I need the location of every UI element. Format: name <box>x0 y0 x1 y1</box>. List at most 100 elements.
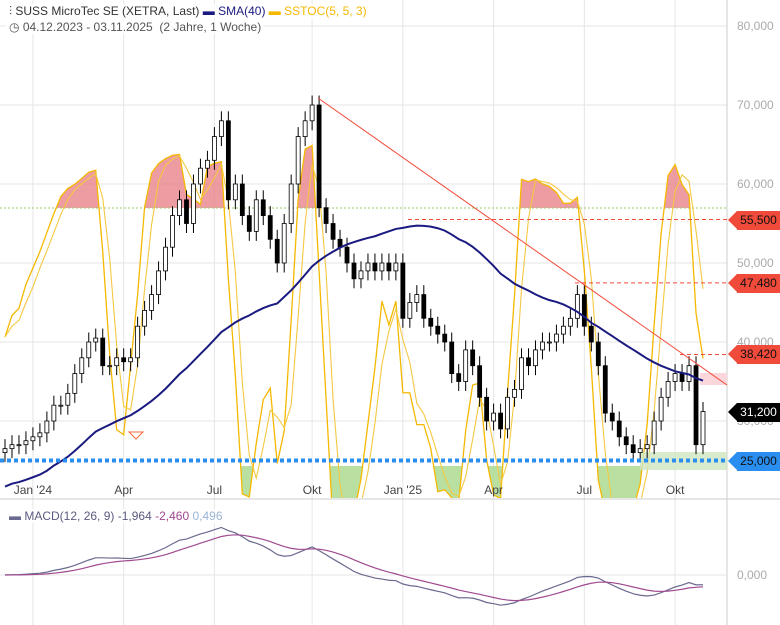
candle <box>163 246 168 272</box>
candle <box>498 412 503 430</box>
candle <box>211 136 217 161</box>
x-tick-label: Jan '25 <box>383 483 423 497</box>
candle <box>602 365 608 414</box>
candle <box>267 215 273 240</box>
macd-zero-label: 0,000 <box>737 568 768 582</box>
candle <box>470 349 476 367</box>
instrument-title: SUSS MicroTec SE (XETRA, Last) <box>15 4 200 18</box>
sma-legend[interactable]: ▬ SMA(40) <box>202 4 266 18</box>
candle <box>114 357 120 367</box>
candle <box>414 294 420 303</box>
date-range-text: 04.12.2023 - 03.11.2025 <box>22 20 153 34</box>
candle <box>651 420 657 446</box>
candle <box>693 365 699 446</box>
signal-triangle-marker <box>127 431 145 440</box>
candle <box>400 262 406 319</box>
candle <box>588 325 594 343</box>
candle <box>595 341 601 367</box>
candle <box>142 309 148 327</box>
y-tick-label: 50,000 <box>737 256 774 270</box>
candle <box>128 357 134 363</box>
candle <box>449 341 455 375</box>
y-tick-label: 60,000 <box>737 177 774 191</box>
macd-histogram-value: 0,496 <box>192 509 223 523</box>
candle <box>100 337 106 367</box>
candle <box>86 341 92 359</box>
candle <box>344 246 350 264</box>
price-label: 38,420 <box>728 345 780 365</box>
candle <box>170 215 175 248</box>
candle <box>93 337 99 343</box>
candle <box>567 317 573 327</box>
candle <box>554 333 559 343</box>
candle <box>442 333 448 343</box>
macd-legend[interactable]: ▬ MACD(12, 26, 9) -1,964 -2,460 0,496 <box>6 509 226 523</box>
chart-legend: ⫶ SUSS MicroTec SE (XETRA, Last) ▬ SMA(4… <box>6 4 370 19</box>
y-tick-label: 70,000 <box>737 98 774 112</box>
candle <box>379 262 385 272</box>
candle <box>547 341 552 344</box>
candle <box>519 357 524 390</box>
candle <box>239 183 245 217</box>
candle <box>526 357 531 367</box>
date-span: (2 Jahre, 1 Woche) <box>159 20 262 34</box>
candle <box>477 365 483 398</box>
sstoc-legend[interactable]: ▬ SSTOC(5, 5, 3) <box>268 4 367 18</box>
date-range: ◷ 04.12.2023 - 03.11.2025 (2 Jahre, 1 Wo… <box>6 20 265 34</box>
candle <box>16 444 22 447</box>
candle <box>623 436 629 446</box>
candle <box>463 349 469 382</box>
x-tick-label: Jan '24 <box>13 483 53 497</box>
candle <box>156 270 161 295</box>
candle <box>365 262 371 272</box>
candle <box>358 270 364 280</box>
candle <box>218 120 224 138</box>
resistance-zone <box>700 373 727 385</box>
candles-icon: ⫶ <box>9 4 13 18</box>
candle <box>30 436 36 442</box>
x-tick-label: Jul <box>206 483 223 497</box>
candle <box>644 444 650 450</box>
candle <box>330 223 336 240</box>
candle <box>37 432 43 438</box>
candle <box>512 388 517 398</box>
candle <box>121 357 127 363</box>
candle <box>679 373 685 382</box>
candle <box>435 325 441 335</box>
candle <box>421 294 427 319</box>
x-tick-label: Apr <box>114 483 133 497</box>
x-tick-label: Jul <box>576 483 592 497</box>
candle <box>323 207 329 224</box>
candle <box>561 325 566 335</box>
candle <box>281 223 287 264</box>
sma-40-line <box>4 224 704 488</box>
candle <box>533 349 538 367</box>
candle <box>581 294 587 327</box>
price-label: 31,200 <box>728 402 780 422</box>
sstoc-d-line <box>4 155 704 498</box>
x-tick-label: Okt <box>665 483 685 497</box>
x-tick-label: Apr <box>484 483 503 497</box>
candle <box>191 183 196 224</box>
candle <box>65 392 71 406</box>
candle <box>540 341 545 351</box>
price-label: 25,000 <box>728 451 780 471</box>
candle <box>351 262 357 280</box>
clock-icon: ◷ <box>9 20 20 34</box>
candle <box>79 357 85 374</box>
macd-label: MACD(12, 26, 9) <box>24 509 115 523</box>
price-label: 55,500 <box>728 210 780 230</box>
candle <box>637 448 643 453</box>
candle <box>274 238 280 264</box>
candle <box>616 420 622 438</box>
candle <box>2 448 8 453</box>
sstoc-oversold-fill <box>5 466 703 498</box>
candle <box>505 396 510 430</box>
trendline <box>317 97 728 386</box>
macd-value: -1,964 <box>117 509 152 523</box>
candle <box>407 302 413 319</box>
candle <box>225 120 231 201</box>
candle <box>260 199 266 217</box>
candle <box>246 215 252 232</box>
